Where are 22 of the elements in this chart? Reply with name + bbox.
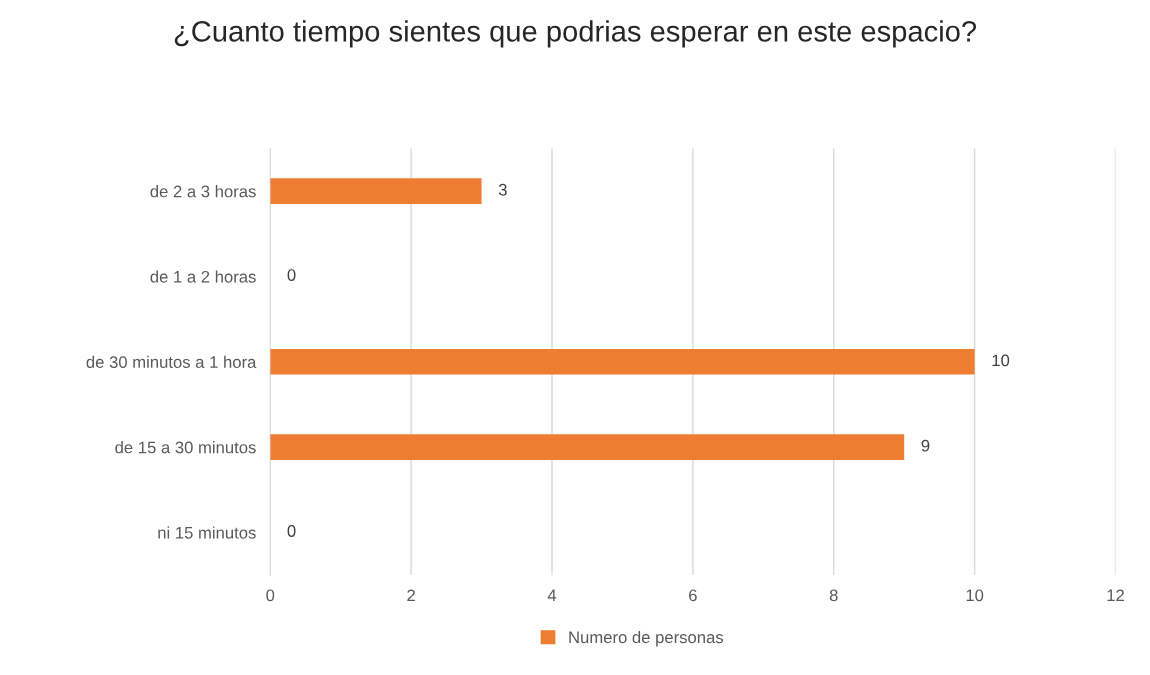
bar — [270, 178, 482, 204]
x-tick-label: 12 — [1107, 589, 1124, 602]
y-tick-label: ni 15 minutos — [158, 526, 256, 539]
bar — [270, 349, 975, 375]
y-tick-label: de 30 minutos a 1 hora — [86, 355, 257, 368]
chart-title: ¿Cuanto tiempo sientes que podrias esperar en este espacio? — [174, 20, 977, 48]
data-label: 3 — [498, 183, 507, 196]
data-label: 0 — [287, 269, 296, 281]
x-tick-label: 4 — [547, 589, 557, 602]
x-tick-label: 10 — [966, 589, 984, 602]
data-label: 10 — [992, 354, 1010, 367]
x-tick-label: 0 — [266, 589, 275, 602]
x-tick-label: 8 — [829, 589, 838, 602]
data-label: 0 — [287, 525, 296, 537]
legend-label: Numero de personas — [569, 630, 724, 647]
data-label: 9 — [921, 439, 930, 452]
x-tick-label: 2 — [407, 589, 415, 602]
y-tick-label: de 15 a 30 minutos — [115, 441, 256, 454]
bar — [270, 434, 905, 460]
y-tick-label: de 2 a 3 horas — [150, 185, 256, 198]
x-tick-label: 6 — [689, 589, 697, 602]
y-tick-label: de 1 a 2 horas — [150, 270, 256, 283]
